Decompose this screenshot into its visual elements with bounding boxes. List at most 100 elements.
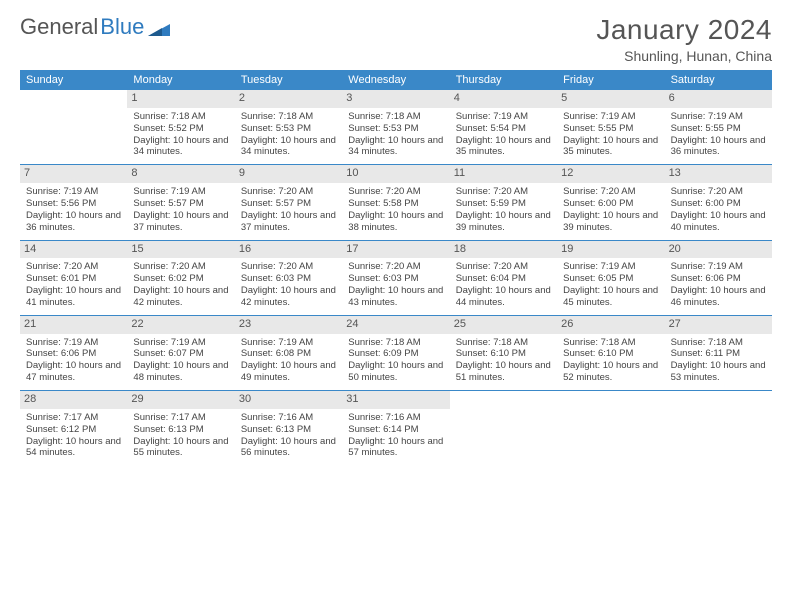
sunrise-text: Sunrise: 7:20 AM	[348, 186, 443, 198]
cell-content: Sunrise: 7:20 AMSunset: 6:03 PMDaylight:…	[346, 261, 445, 309]
cell-content: Sunrise: 7:18 AMSunset: 5:53 PMDaylight:…	[239, 111, 338, 159]
daylight-text: Daylight: 10 hours and 50 minutes.	[348, 360, 443, 384]
calendar-cell: 28Sunrise: 7:17 AMSunset: 6:12 PMDayligh…	[20, 391, 127, 465]
sunset-text: Sunset: 6:06 PM	[671, 273, 766, 285]
calendar-cell	[557, 391, 664, 465]
cell-content: Sunrise: 7:20 AMSunset: 5:59 PMDaylight:…	[454, 186, 553, 234]
calendar-cell: 6Sunrise: 7:19 AMSunset: 5:55 PMDaylight…	[665, 90, 772, 164]
calendar-week-row: 28Sunrise: 7:17 AMSunset: 6:12 PMDayligh…	[20, 391, 772, 465]
sunset-text: Sunset: 6:03 PM	[241, 273, 336, 285]
sunset-text: Sunset: 6:14 PM	[348, 424, 443, 436]
month-title: January 2024	[596, 14, 772, 46]
calendar-cell: 5 Sunrise: 7:19 AMSunset: 5:55 PMDaylight…	[557, 90, 664, 164]
daylight-text: Daylight: 10 hours and 54 minutes.	[26, 436, 121, 460]
sunset-text: Sunset: 6:08 PM	[241, 348, 336, 360]
calendar-cell: 13Sunrise: 7:20 AMSunset: 6:00 PMDayligh…	[665, 165, 772, 239]
cell-content: Sunrise: 7:20 AMSunset: 6:01 PMDaylight:…	[24, 261, 123, 309]
calendar-cell: 8Sunrise: 7:19 AMSunset: 5:57 PMDaylight…	[127, 165, 234, 239]
cell-content: Sunrise: 7:19 AMSunset: 5:57 PMDaylight:…	[131, 186, 230, 234]
logo-text-gray: General	[20, 14, 98, 40]
calendar-week-row: 7Sunrise: 7:19 AMSunset: 5:56 PMDaylight…	[20, 165, 772, 240]
sunset-text: Sunset: 6:11 PM	[671, 348, 766, 360]
daylight-text: Daylight: 10 hours and 34 minutes.	[241, 135, 336, 159]
daylight-text: Daylight: 10 hours and 37 minutes.	[241, 210, 336, 234]
daylight-text: Daylight: 10 hours and 34 minutes.	[348, 135, 443, 159]
sunrise-text: Sunrise: 7:17 AM	[133, 412, 228, 424]
sunset-text: Sunset: 5:55 PM	[671, 123, 766, 135]
calendar-cell: 3Sunrise: 7:18 AMSunset: 5:53 PMDaylight…	[342, 90, 449, 164]
calendar-cell: 27 Sunrise: 7:18 AMSunset: 6:11 PMDayligh…	[665, 316, 772, 390]
calendar-cell: 1Sunrise: 7:18 AMSunset: 5:52 PMDaylight…	[127, 90, 234, 164]
sunrise-text: Sunrise: 7:19 AM	[241, 337, 336, 349]
sunrise-text: Sunrise: 7:16 AM	[348, 412, 443, 424]
calendar-cell	[20, 90, 127, 164]
daylight-text: Daylight: 10 hours and 52 minutes.	[563, 360, 658, 384]
daylight-text: Daylight: 10 hours and 35 minutes.	[456, 135, 551, 159]
sunset-text: Sunset: 6:00 PM	[671, 198, 766, 210]
daylight-text: Daylight: 10 hours and 39 minutes.	[563, 210, 658, 234]
sunset-text: Sunset: 5:55 PM	[563, 123, 658, 135]
calendar-cell: 9Sunrise: 7:20 AMSunset: 5:57 PMDaylight…	[235, 165, 342, 239]
calendar-cell	[665, 391, 772, 465]
calendar-cell: 4Sunrise: 7:19 AMSunset: 5:54 PMDaylight…	[450, 90, 557, 164]
calendar-cell: 12Sunrise: 7:20 AMSunset: 6:00 PMDayligh…	[557, 165, 664, 239]
daylight-text: Daylight: 10 hours and 34 minutes.	[133, 135, 228, 159]
cell-content: Sunrise: 7:20 AMSunset: 6:02 PMDaylight:…	[131, 261, 230, 309]
day-number: 22	[127, 316, 234, 334]
sunrise-text: Sunrise: 7:19 AM	[671, 261, 766, 273]
cell-content: Sunrise: 7:17 AMSunset: 6:13 PMDaylight:…	[131, 412, 230, 460]
sunrise-text: Sunrise: 7:19 AM	[133, 186, 228, 198]
daylight-text: Daylight: 10 hours and 45 minutes.	[563, 285, 658, 309]
page-header: GeneralBlue January 2024 Shunling, Hunan…	[20, 14, 772, 64]
calendar-cell: 18 Sunrise: 7:20 AMSunset: 6:04 PMDayligh…	[450, 241, 557, 315]
cell-content: Sunrise: 7:17 AMSunset: 6:12 PMDaylight:…	[24, 412, 123, 460]
sunset-text: Sunset: 6:10 PM	[563, 348, 658, 360]
day-number: 11	[450, 165, 557, 183]
sunset-text: Sunset: 6:04 PM	[456, 273, 551, 285]
sunset-text: Sunset: 6:07 PM	[133, 348, 228, 360]
daylight-text: Daylight: 10 hours and 57 minutes.	[348, 436, 443, 460]
sunset-text: Sunset: 6:03 PM	[348, 273, 443, 285]
sunset-text: Sunset: 5:58 PM	[348, 198, 443, 210]
day-number: 31	[342, 391, 449, 409]
cell-content: Sunrise: 7:20 AMSunset: 6:00 PMDaylight:…	[669, 186, 768, 234]
daylight-text: Daylight: 10 hours and 48 minutes.	[133, 360, 228, 384]
sunset-text: Sunset: 6:13 PM	[133, 424, 228, 436]
sunrise-text: Sunrise: 7:20 AM	[563, 186, 658, 198]
cell-content: Sunrise: 7:18 AMSunset: 6:10 PMDaylight:…	[561, 337, 660, 385]
sunset-text: Sunset: 6:02 PM	[133, 273, 228, 285]
calendar-cell: 31 Sunrise: 7:16 AMSunset: 6:14 PMDayligh…	[342, 391, 449, 465]
sunrise-text: Sunrise: 7:18 AM	[348, 111, 443, 123]
day-number: 21	[20, 316, 127, 334]
sunrise-text: Sunrise: 7:18 AM	[348, 337, 443, 349]
sunset-text: Sunset: 5:53 PM	[348, 123, 443, 135]
daylight-text: Daylight: 10 hours and 39 minutes.	[456, 210, 551, 234]
cell-content: Sunrise: 7:19 AMSunset: 5:55 PMDaylight:…	[561, 111, 660, 159]
weekday-header-cell: Friday	[557, 70, 664, 90]
sunset-text: Sunset: 5:57 PM	[133, 198, 228, 210]
calendar-cell: 25Sunrise: 7:18 AMSunset: 6:10 PMDayligh…	[450, 316, 557, 390]
calendar-cell: 15 Sunrise: 7:20 AMSunset: 6:02 PMDayligh…	[127, 241, 234, 315]
daylight-text: Daylight: 10 hours and 53 minutes.	[671, 360, 766, 384]
calendar-cell: 26Sunrise: 7:18 AMSunset: 6:10 PMDayligh…	[557, 316, 664, 390]
sunrise-text: Sunrise: 7:20 AM	[241, 186, 336, 198]
sunset-text: Sunset: 6:05 PM	[563, 273, 658, 285]
logo: GeneralBlue	[20, 14, 170, 40]
cell-content: Sunrise: 7:18 AMSunset: 6:09 PMDaylight:…	[346, 337, 445, 385]
title-block: January 2024 Shunling, Hunan, China	[596, 14, 772, 64]
calendar-week-row: 1Sunrise: 7:18 AMSunset: 5:52 PMDaylight…	[20, 90, 772, 165]
day-number: 18	[450, 241, 557, 259]
sunset-text: Sunset: 6:06 PM	[26, 348, 121, 360]
day-number: 5	[557, 90, 664, 108]
cell-content: Sunrise: 7:20 AMSunset: 6:04 PMDaylight:…	[454, 261, 553, 309]
sunset-text: Sunset: 5:53 PM	[241, 123, 336, 135]
day-number: 2	[235, 90, 342, 108]
sunrise-text: Sunrise: 7:20 AM	[348, 261, 443, 273]
calendar-cell: 21Sunrise: 7:19 AMSunset: 6:06 PMDayligh…	[20, 316, 127, 390]
day-number: 15	[127, 241, 234, 259]
calendar-cell: 10Sunrise: 7:20 AMSunset: 5:58 PMDayligh…	[342, 165, 449, 239]
cell-content: Sunrise: 7:18 AMSunset: 6:11 PMDaylight:…	[669, 337, 768, 385]
sunrise-text: Sunrise: 7:19 AM	[26, 337, 121, 349]
day-number: 27	[665, 316, 772, 334]
calendar-cell: 2 Sunrise: 7:18 AMSunset: 5:53 PMDaylight…	[235, 90, 342, 164]
